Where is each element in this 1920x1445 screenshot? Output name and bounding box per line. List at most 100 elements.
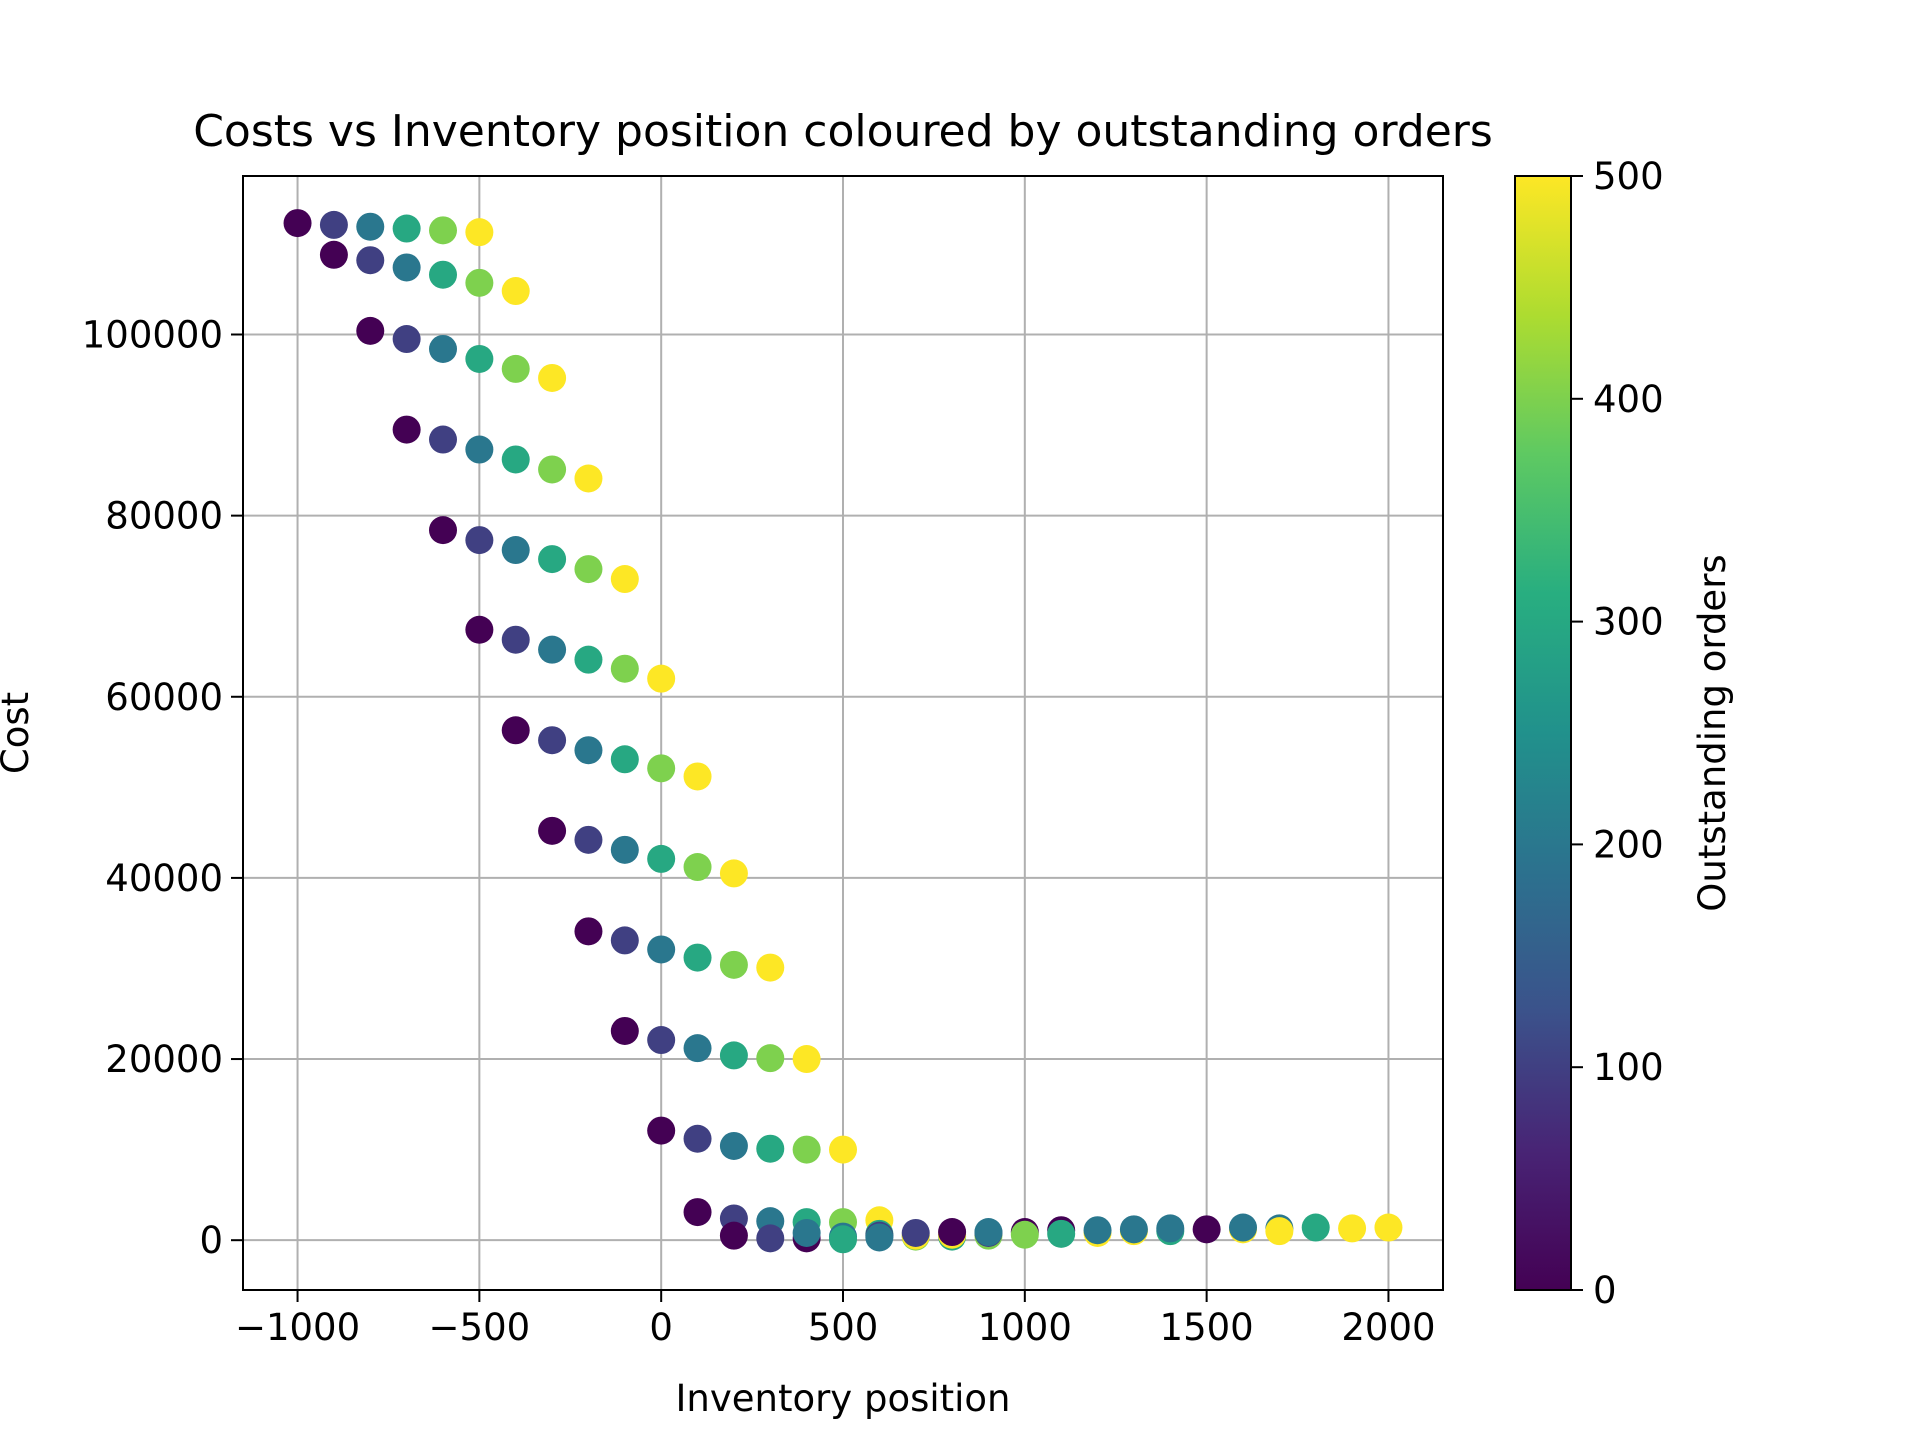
grid-lines <box>243 176 1443 1290</box>
scatter-point <box>465 526 494 555</box>
scatter-point <box>901 1218 930 1247</box>
scatter-point <box>719 950 748 979</box>
colorbar-tick-label: 0 <box>1593 1269 1617 1312</box>
x-axis-label: Inventory position <box>675 1377 1010 1420</box>
scatter-point <box>392 214 421 243</box>
scatter-point <box>574 736 603 765</box>
scatter-point <box>610 654 639 683</box>
scatter-point <box>538 635 567 664</box>
scatter-point <box>283 209 312 238</box>
scatter-point <box>1192 1215 1221 1244</box>
y-tick-label: 60000 <box>105 676 223 719</box>
scatter-point <box>1301 1213 1330 1242</box>
y-axis-label: Cost <box>0 692 37 774</box>
scatter-point <box>1338 1214 1367 1243</box>
scatter-point <box>974 1218 1003 1247</box>
scatter-point <box>647 1026 676 1055</box>
scatter-point <box>1265 1217 1294 1246</box>
y-axis-ticks: 0 20000 40000 60000 80000 100000 <box>82 313 243 1262</box>
colorbar-ticks: 0 100 200 300 400 500 <box>1571 155 1664 1312</box>
colorbar-label: Outstanding orders <box>1691 554 1734 911</box>
y-tick-label: 20000 <box>105 1038 223 1081</box>
scatter-point <box>1047 1219 1076 1248</box>
colorbar-tick-label: 100 <box>1593 1046 1664 1089</box>
scatter-point <box>792 1045 821 1074</box>
colorbar-tick-label: 300 <box>1593 601 1664 644</box>
scatter-point <box>1374 1213 1403 1242</box>
scatter-point <box>574 645 603 674</box>
scatter-point <box>683 1198 712 1227</box>
scatter-point <box>647 935 676 964</box>
scatter-point <box>610 835 639 864</box>
scatter-point <box>610 926 639 955</box>
x-tick-label: −500 <box>429 1306 531 1349</box>
scatter-point <box>538 363 567 392</box>
scatter-point <box>429 216 457 245</box>
scatter-point <box>1083 1216 1112 1245</box>
scatter-point <box>429 425 457 454</box>
scatter-point <box>465 268 494 297</box>
scatter-point <box>829 1135 857 1164</box>
scatter-point <box>392 415 421 444</box>
scatter-point <box>683 1034 712 1063</box>
scatter-point <box>356 212 385 241</box>
y-tick-label: 80000 <box>105 495 223 538</box>
x-axis-ticks: −1000 −500 0 500 1000 1500 2000 <box>235 1290 1436 1349</box>
scatter-point <box>574 464 603 493</box>
colorbar-tick-label: 200 <box>1593 823 1664 866</box>
scatter-point <box>501 277 530 306</box>
scatter-point <box>756 1224 785 1253</box>
x-tick-label: 1500 <box>1160 1306 1254 1349</box>
scatter-point <box>756 953 785 982</box>
scatter-point <box>319 240 348 269</box>
x-tick-label: 0 <box>649 1306 673 1349</box>
scatter-point <box>610 1016 639 1045</box>
x-tick-label: 500 <box>808 1306 879 1349</box>
scatter-point <box>683 762 712 791</box>
scatter-point <box>538 816 567 845</box>
scatter-point <box>1156 1214 1185 1243</box>
x-tick-label: 2000 <box>1341 1306 1435 1349</box>
scatter-point <box>719 859 748 888</box>
scatter-point <box>792 1135 821 1164</box>
scatter-point <box>429 260 457 289</box>
scatter-point <box>719 1221 748 1250</box>
scatter-point <box>429 516 457 545</box>
y-tick-label: 40000 <box>105 857 223 900</box>
scatter-point <box>719 1131 748 1160</box>
scatter-point <box>392 253 421 282</box>
scatter-point <box>538 545 567 574</box>
scatter-point <box>865 1223 894 1252</box>
scatter-point <box>356 316 385 345</box>
scatter-point <box>319 210 348 239</box>
scatter-point <box>501 716 530 745</box>
scatter-point <box>1119 1215 1148 1244</box>
data-points <box>283 209 1403 1254</box>
scatter-point <box>429 334 457 363</box>
scatter-point <box>938 1218 967 1247</box>
scatter-point <box>501 354 530 383</box>
scatter-point <box>465 344 494 373</box>
scatter-point <box>756 1134 785 1163</box>
scatter-point <box>465 218 494 247</box>
scatter-point <box>465 615 494 644</box>
scatter-point <box>538 726 567 755</box>
scatter-point <box>792 1218 821 1247</box>
scatter-point <box>574 555 603 584</box>
scatter-point <box>610 745 639 774</box>
scatter-point <box>574 917 603 946</box>
chart-title: Costs vs Inventory position coloured by … <box>193 106 1493 157</box>
scatter-point <box>501 625 530 654</box>
scatter-point <box>683 1124 712 1153</box>
colorbar-tick-label: 400 <box>1593 378 1664 421</box>
scatter-point <box>538 455 567 484</box>
scatter-point <box>574 825 603 854</box>
scatter-point <box>610 565 639 594</box>
scatter-point <box>683 943 712 972</box>
y-tick-label: 100000 <box>82 313 223 356</box>
scatter-point <box>392 325 421 354</box>
scatter-point <box>647 664 676 693</box>
scatter-point <box>501 536 530 565</box>
